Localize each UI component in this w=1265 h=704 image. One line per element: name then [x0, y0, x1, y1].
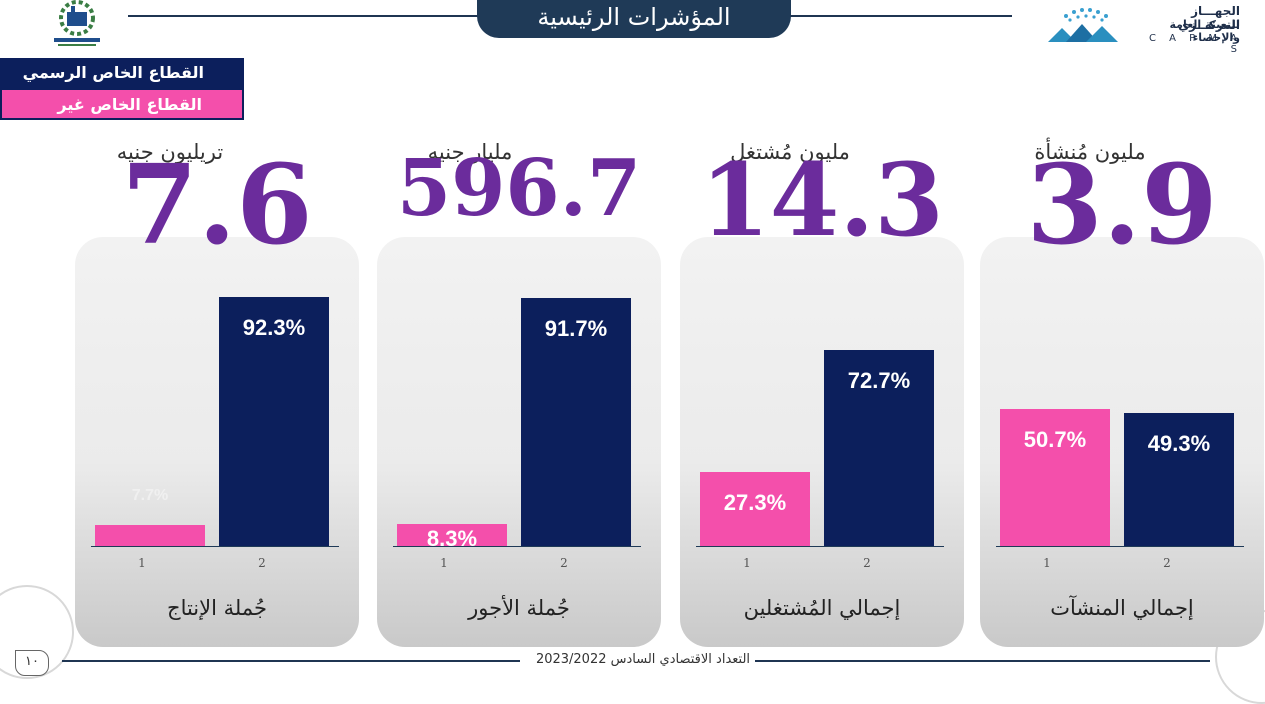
chart-data-label: 91.7% — [544, 316, 608, 342]
chart-axis-line — [996, 546, 1244, 547]
chart-data-label: 50.7% — [1023, 427, 1087, 453]
chart-tick-label: 1 — [440, 556, 448, 570]
legend-formal: القطاع الخاص الرسمي — [0, 58, 244, 90]
org-name-latin: C A P M A S — [1148, 33, 1242, 55]
chart-category-label: جُملة الأجور — [468, 596, 570, 620]
chart-bar — [1124, 412, 1234, 546]
page-number: ١٠ — [15, 650, 49, 676]
chart-tick-label: 1 — [743, 556, 751, 570]
chart-total-value: 596.7 — [396, 143, 642, 234]
page-title: المؤشرات الرئيسية — [477, 0, 791, 38]
chart-bar — [1000, 409, 1110, 546]
footer-rule-right — [755, 660, 1210, 662]
chart-bar — [824, 349, 934, 546]
chart-bar — [219, 296, 329, 546]
chart-data-label: 27.3% — [723, 490, 787, 516]
chart-total-value: 7.6 — [121, 140, 313, 269]
chart-unit-label: مليار جنيه — [427, 140, 513, 164]
chart-bar — [700, 472, 810, 546]
footer-census-label: التعداد الاقتصادي السادس 2023/2022 — [535, 652, 751, 667]
chart-total-value: 14.3 — [700, 141, 944, 259]
footer-rule-left — [62, 660, 520, 662]
chart-tick-label: 1 — [138, 556, 146, 570]
chart-unit-label: مليون مُنشأة — [1034, 140, 1146, 164]
legend-informal: القطاع الخاص غير الرسمي — [0, 88, 244, 144]
chart-total-value: 3.9 — [1026, 140, 1218, 269]
chart-category-label: إجمالي المُشتغلين — [743, 596, 901, 620]
chart-tick-label: 1 — [1043, 556, 1051, 570]
org-name-line2: للتعبئة العامة والإحصاء — [1169, 18, 1240, 44]
chart-unit-label: مليون مُشتغل — [730, 140, 850, 164]
chart-bar — [397, 523, 507, 546]
chart-bar — [521, 298, 631, 546]
chart-data-label: 7.7% — [131, 487, 169, 505]
chart-data-label: 8.3% — [426, 525, 478, 551]
chart-data-label: 72.7% — [847, 367, 911, 393]
chart-tick-label: 2 — [1163, 556, 1171, 570]
chart-data-label: 92.3% — [242, 314, 306, 340]
org-name-line1: الجهـــاز المركـــزي — [1178, 4, 1240, 32]
chart-unit-label: تريليون جنيه — [116, 140, 224, 164]
chart-tick-label: 2 — [258, 556, 266, 570]
census-logo — [48, 0, 106, 48]
chart-data-label: 49.3% — [1147, 430, 1211, 456]
chart-category-label: جُملة الإنتاج — [167, 596, 267, 620]
chart-category-label: إجمالي المنشآت — [1050, 596, 1194, 620]
capmas-logo — [1046, 2, 1124, 44]
header-rule-right — [790, 15, 1012, 17]
header-rule-left — [128, 15, 478, 17]
chart-axis-line — [393, 546, 641, 547]
chart-bar — [95, 525, 205, 546]
chart-tick-label: 2 — [863, 556, 871, 570]
chart-axis-line — [696, 546, 944, 547]
chart-tick-label: 2 — [560, 556, 568, 570]
chart-axis-line — [91, 546, 339, 547]
